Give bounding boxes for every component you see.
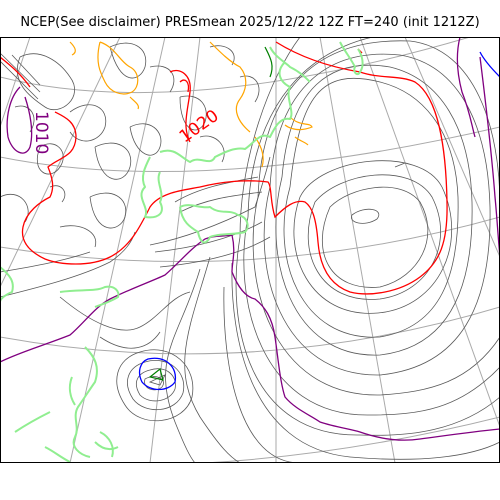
left-edge-detail xyxy=(0,52,41,100)
pressure-map: 1020 1010 xyxy=(0,37,500,463)
contour-orange xyxy=(69,41,313,168)
contour-1030 xyxy=(138,51,500,391)
contour-1010 xyxy=(0,37,500,441)
isobar-lines xyxy=(0,37,500,463)
coastlines xyxy=(0,41,364,463)
contour-label-1010: 1010 xyxy=(31,111,51,154)
map-title: NCEP(See disclaimer) PRESmean 2025/12/22… xyxy=(20,15,480,30)
graticule xyxy=(0,37,500,463)
contour-1020 xyxy=(0,41,448,295)
contour-green xyxy=(148,46,273,381)
